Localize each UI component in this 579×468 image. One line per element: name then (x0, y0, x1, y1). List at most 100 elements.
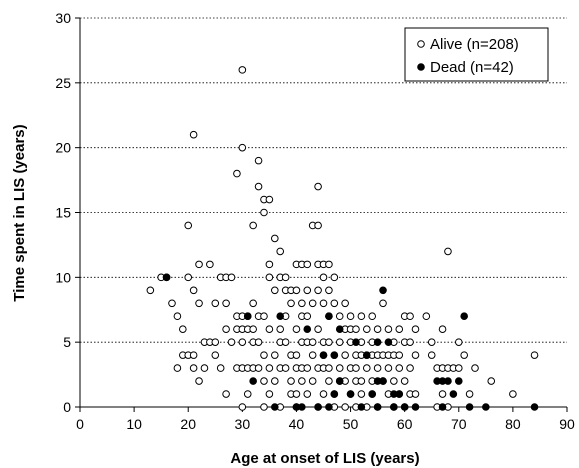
alive-point (265, 195, 274, 204)
alive-point (357, 377, 366, 385)
alive-point (189, 130, 198, 139)
alive-point (319, 390, 328, 398)
alive-point (379, 299, 387, 308)
x-tick-label: 0 (76, 416, 84, 432)
alive-point (325, 260, 333, 269)
alive-point (308, 351, 317, 359)
alive-point (184, 221, 193, 230)
alive-point (287, 299, 295, 308)
dead-point (330, 390, 339, 398)
alive-point (254, 182, 263, 191)
alive-point (308, 299, 317, 308)
alive-point (395, 351, 404, 359)
alive-point (146, 286, 155, 295)
alive-point (281, 338, 290, 346)
alive-point (292, 351, 301, 359)
axes: 0 5 10 15 20 25 30 0 10 20 30 40 50 60 70 80 90 (55, 10, 575, 432)
alive-point (260, 377, 268, 385)
data-points (146, 66, 539, 411)
dead-point (400, 403, 409, 411)
x-axis-title: Age at onset of LIS (years) (230, 450, 419, 467)
dead-point (373, 377, 382, 385)
alive-point (249, 221, 257, 230)
alive-point (368, 312, 377, 321)
alive-point (314, 221, 322, 230)
x-tick-label: 30 (235, 416, 251, 432)
alive-point (390, 377, 398, 385)
dead-point (373, 403, 382, 411)
alive-point (325, 377, 333, 385)
alive-point (265, 260, 274, 269)
alive-point (254, 156, 263, 165)
dead-point (325, 312, 333, 321)
alive-point (260, 351, 268, 359)
alive-point (265, 273, 274, 282)
dead-point (444, 377, 452, 385)
alive-point (357, 390, 366, 398)
dead-point (335, 325, 344, 334)
alive-point (292, 286, 301, 295)
alive-point (173, 364, 182, 372)
dead-point (292, 403, 301, 411)
alive-point (184, 273, 193, 282)
alive-point (271, 234, 279, 243)
alive-point (281, 273, 290, 282)
alive-point (509, 390, 517, 398)
alive-point (260, 312, 268, 321)
alive-point (427, 338, 436, 346)
dead-point (357, 403, 366, 411)
y-tick-label: 15 (55, 205, 71, 221)
alive-point (189, 364, 198, 372)
alive-point (373, 364, 382, 372)
x-tick-label: 60 (397, 416, 413, 432)
alive-point (227, 338, 236, 346)
alive-point (487, 377, 496, 385)
alive-point (238, 143, 247, 152)
alive-point (314, 182, 322, 191)
dead-point (368, 390, 377, 398)
alive-point (427, 351, 436, 359)
alive-point (362, 364, 371, 372)
alive-point (384, 325, 393, 334)
alive-point (276, 247, 285, 256)
alive-point (249, 299, 257, 308)
dead-point (314, 403, 322, 411)
legend-label-alive: Alive (n=208) (430, 36, 519, 53)
alive-point (303, 364, 312, 372)
legend-marker-dead (417, 63, 425, 71)
alive-point (189, 286, 198, 295)
alive-point (195, 260, 203, 269)
alive-point (406, 364, 414, 372)
alive-point (249, 325, 257, 334)
alive-point (411, 325, 420, 334)
alive-point (243, 390, 252, 398)
alive-point (271, 286, 279, 295)
alive-point (346, 312, 355, 321)
alive-point (254, 338, 263, 346)
alive-point (335, 312, 344, 321)
alive-point (352, 364, 360, 372)
alive-point (195, 299, 203, 308)
alive-point (211, 351, 220, 359)
x-tick-label: 20 (180, 416, 196, 432)
alive-point (179, 325, 187, 334)
x-tick-label: 10 (126, 416, 142, 432)
alive-point (211, 338, 220, 346)
alive-point (233, 169, 241, 178)
alive-point (357, 312, 366, 321)
alive-point (438, 390, 447, 398)
alive-point (308, 377, 317, 385)
legend: Alive (n=208) Dead (n=42) (404, 27, 549, 82)
dead-point (162, 273, 171, 282)
alive-point (298, 299, 306, 308)
alive-point (325, 364, 333, 372)
dead-point (319, 351, 328, 359)
y-tick-label: 20 (55, 140, 71, 156)
y-tick-label: 5 (63, 334, 71, 350)
alive-point (216, 364, 225, 372)
alive-point (465, 390, 474, 398)
alive-point (335, 364, 344, 372)
alive-point (411, 390, 420, 398)
alive-point (227, 273, 236, 282)
dead-point (373, 338, 382, 346)
